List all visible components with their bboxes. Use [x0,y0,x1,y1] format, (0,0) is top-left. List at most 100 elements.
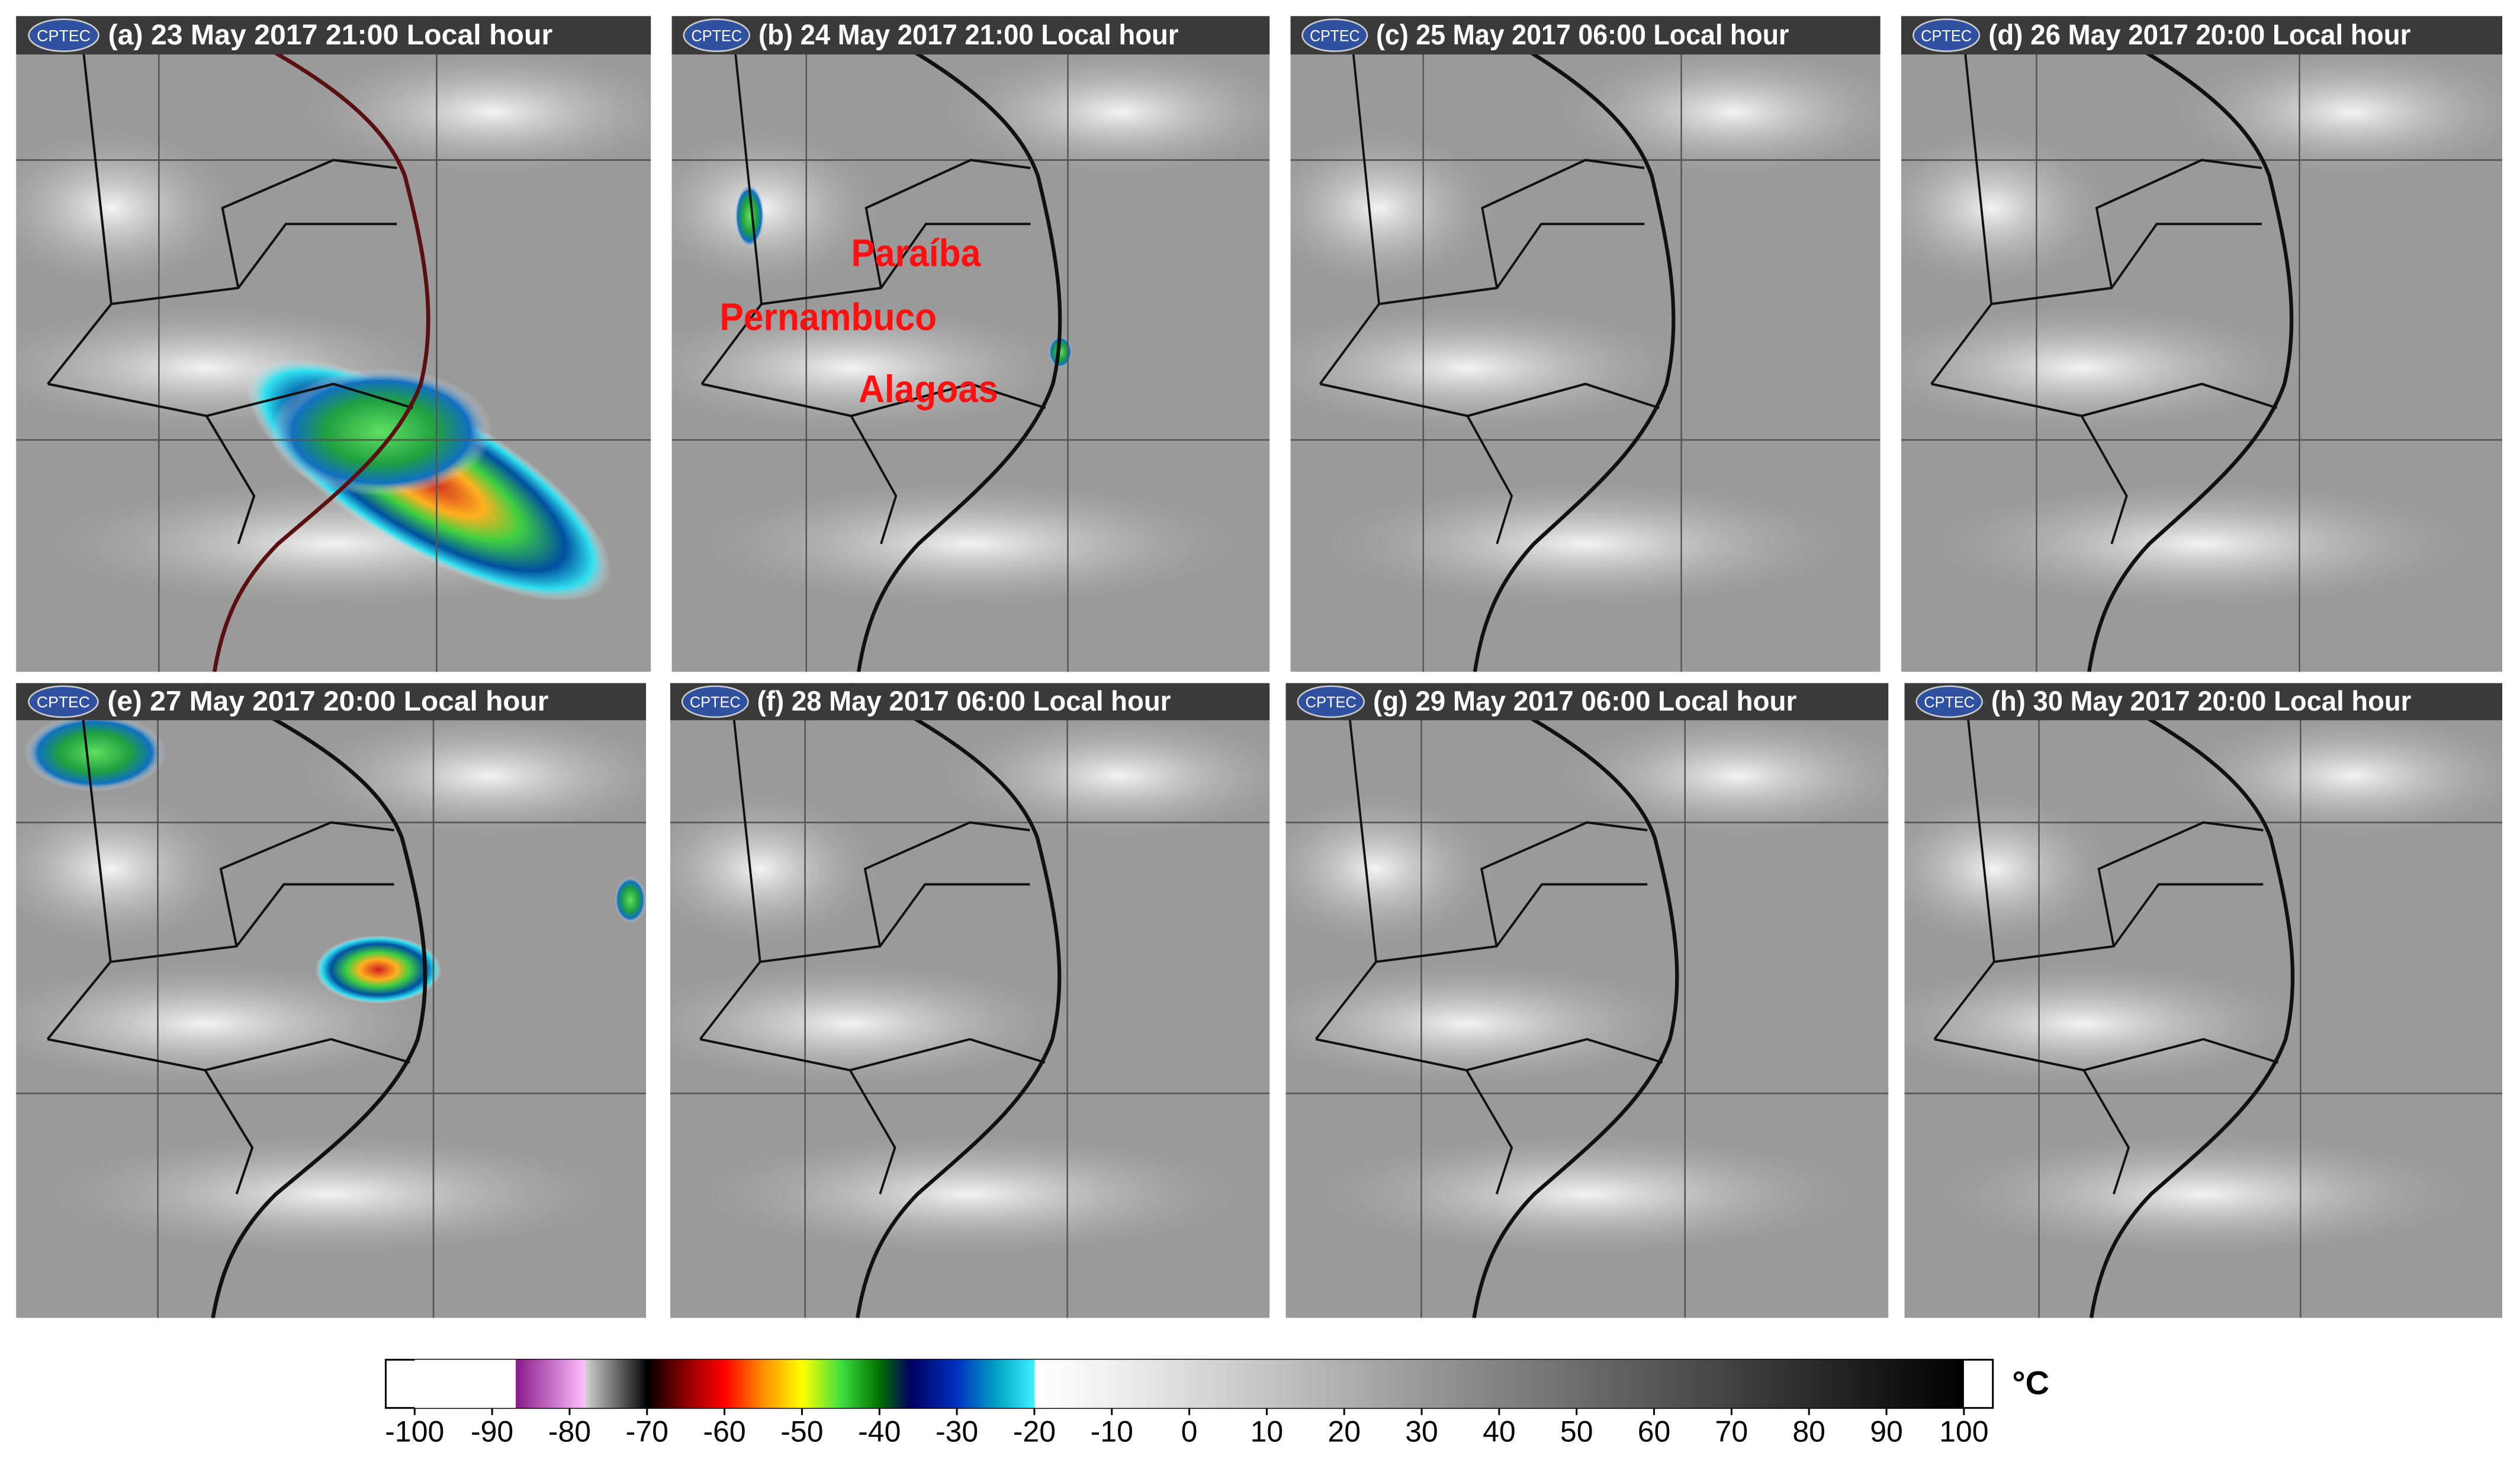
colorbar-tick-label: -80 [548,1415,591,1448]
colorbar-tick-label: -100 [385,1415,444,1448]
panel-title: (b) 24 May 2017 21:00 Local hour [758,18,1178,51]
bright-cloud [670,791,880,947]
colorbar-tick-label: -60 [703,1415,745,1448]
logo: CPTEC [690,694,741,711]
logo: CPTEC [37,27,91,44]
colorbar-tick-label: 50 [1560,1415,1593,1448]
state-border [46,683,112,1040]
state-border [1375,883,1648,963]
state-border [1465,1069,1513,1195]
state-border [699,683,761,1040]
title-bar [1290,16,1881,54]
logo-badge [683,18,751,52]
logo-badge [1301,18,1368,52]
state-border [1934,1037,2279,1072]
logo: CPTEC [1924,694,1975,711]
bright-cloud [1901,128,2112,288]
logo-badge [1915,685,1983,718]
coastline [2081,16,2294,672]
bright-cloud [1285,962,1693,1086]
state-label: Pernambuco [719,296,937,339]
state-border [701,383,1046,417]
bright-cloud [47,1132,615,1257]
bright-cloud [1931,480,2473,608]
colorbar-tick-label: 40 [1483,1415,1516,1448]
state-border [2082,1069,2130,1195]
panel-title: (c) 25 May 2017 06:00 Local hour [1376,18,1789,50]
bright-cloud [670,962,1075,1086]
state-border [47,383,413,417]
state-border [1991,223,2262,306]
coastline [1467,16,1676,672]
state-border [850,415,898,545]
logo-badge [28,18,99,52]
colorbar-tick-label: -30 [936,1415,978,1448]
panel-title: (a) 23 May 2017 21:00 Local hour [108,19,553,51]
state-border [1994,883,2264,963]
convective-cloud [614,876,647,923]
title-bar [671,16,1270,54]
panel-title: (e) 27 May 2017 20:00 Local hour [107,686,548,717]
logo: CPTEC [37,693,90,711]
bright-cloud [16,128,239,288]
logo: CPTEC [1306,694,1357,711]
bright-cloud [1285,791,1497,947]
colorbar-tick-label: -70 [626,1415,668,1448]
state-border [47,1037,410,1072]
title-bar [1904,683,2503,721]
convective-cloud [24,714,166,792]
coastline [1465,683,1679,1318]
satellite-panel: CPTEC (f) 28 May 2017 06:00 Local hour [670,683,1270,1318]
satellite-panel: CPTEC (e) 27 May 2017 20:00 Local hour [16,683,647,1318]
title-bar [1901,16,2503,54]
coastline [849,683,1062,1318]
state-border [1378,223,1645,306]
logo-badge [681,685,749,718]
state-border [204,1069,254,1195]
state-border [111,223,397,306]
state-border [848,1069,896,1195]
colorbar-tick-label: 60 [1638,1415,1671,1448]
bright-cloud [671,128,881,288]
satellite-panel: CPTEC (g) 29 May 2017 06:00 Local hour [1285,683,1889,1318]
colorbar-tick-label: 70 [1715,1415,1748,1448]
state-label: Paraíba [851,232,981,275]
panel-title: (d) 26 May 2017 20:00 Local hour [1988,18,2410,51]
panel-title: (g) 29 May 2017 06:00 Local hour [1373,685,1796,716]
coastline [204,683,427,1318]
convective-cloud [270,368,493,496]
colorbar-tick-label: 80 [1792,1415,1825,1448]
satellite-panel: CPTEC (b) 24 May 2017 21:00 Local hour Par… [671,16,1270,672]
colorbar-tick-label: 30 [1405,1415,1438,1448]
bright-cloud [1316,1132,1859,1257]
bright-cloud [1904,962,2308,1086]
state-border [761,223,1031,306]
colorbar-tick-label: -10 [1091,1415,1133,1448]
state-border [1314,683,1378,1040]
colorbar-tick-label: -90 [471,1415,513,1448]
colorbar-tick-label: 90 [1870,1415,1903,1448]
state-border [221,159,397,288]
state-border [2080,415,2128,545]
panel-title: (h) 30 May 2017 20:00 Local hour [1991,685,2411,716]
coastline [850,16,1062,672]
logo: CPTEC [1310,26,1359,44]
state-border [700,1037,1046,1072]
state-border [1320,383,1660,417]
colorbar-tick-label: -50 [780,1415,823,1448]
state-border [864,159,1031,288]
convective-cloud [315,935,442,1004]
bright-cloud [702,480,1240,608]
bright-cloud [1290,128,1497,288]
state-border [2097,821,2264,947]
bright-cloud [1290,304,1689,432]
state-border [219,821,394,947]
state-label: Alagoas [859,368,998,410]
state-border [1319,16,1380,385]
state-border [205,415,256,545]
title-bar [1285,683,1889,721]
title-bar [16,16,651,54]
bright-cloud [1320,480,1851,608]
satellite-panel: CPTEC (a) 23 May 2017 21:00 Local hour [16,16,651,672]
bright-cloud [700,1132,1240,1257]
